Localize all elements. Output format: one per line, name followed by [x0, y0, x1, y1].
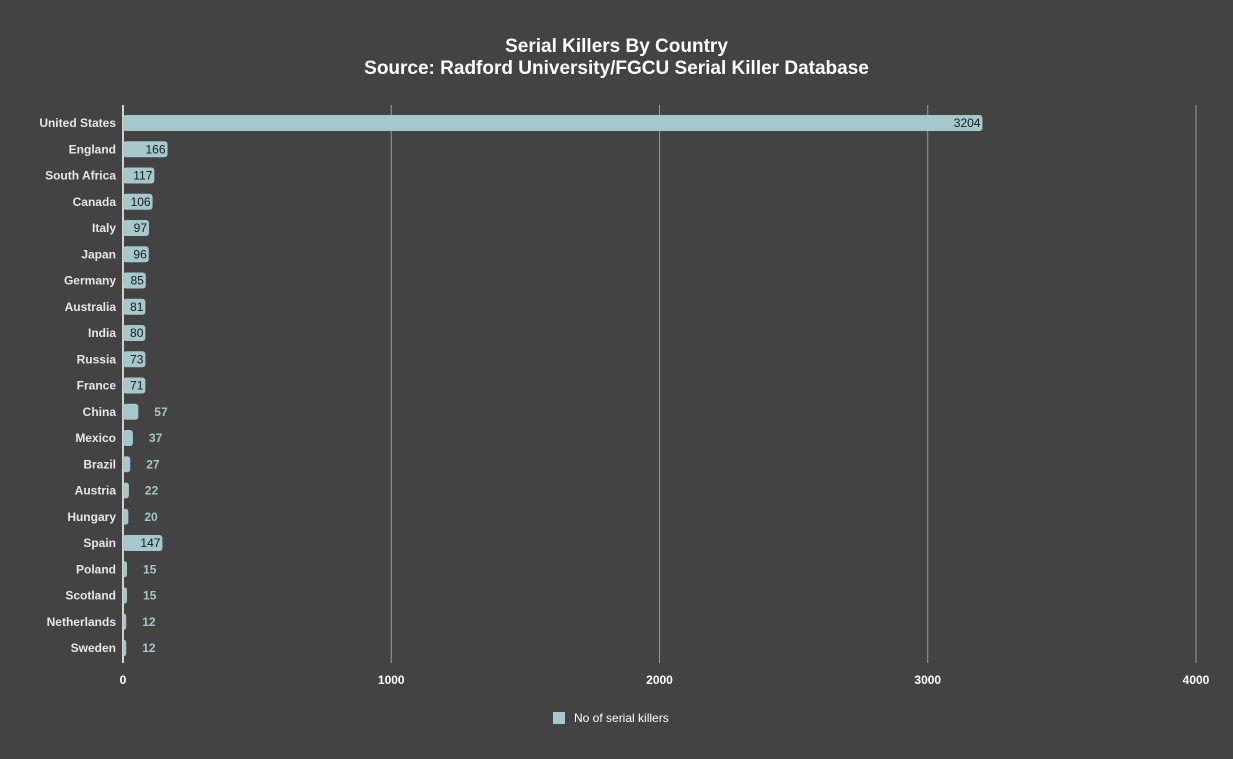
x-tick-label: 0	[120, 673, 127, 687]
chart-title: Serial Killers By Country	[505, 36, 728, 57]
data-label: 73	[130, 352, 144, 366]
data-label: 147	[140, 536, 160, 550]
category-label: Scotland	[65, 589, 116, 603]
bar	[123, 587, 128, 604]
bar	[123, 403, 139, 420]
category-label: India	[88, 326, 116, 340]
category-label: China	[83, 405, 117, 419]
category-label: Australia	[65, 300, 117, 314]
bar	[123, 430, 133, 446]
chart-subtitle: Source: Radford University/FGCU Serial K…	[364, 58, 869, 79]
data-label: 106	[131, 195, 151, 209]
category-label: Hungary	[67, 510, 116, 524]
bar	[123, 613, 127, 630]
category-label: England	[69, 142, 116, 156]
x-tick-label: 3000	[914, 673, 941, 687]
bar	[123, 456, 131, 473]
data-label: 3204	[954, 116, 981, 130]
data-label: 37	[149, 431, 163, 445]
data-label: 15	[143, 589, 157, 603]
data-label: 96	[133, 247, 147, 261]
category-label: Brazil	[83, 457, 116, 471]
data-label: 117	[133, 169, 152, 183]
category-label: Canada	[73, 195, 117, 209]
bar	[123, 325, 146, 341]
category-label: Austria	[75, 484, 117, 498]
data-label: 81	[130, 300, 144, 314]
bar	[123, 193, 153, 210]
x-tick-label: 2000	[646, 673, 673, 687]
bar	[123, 377, 146, 394]
bar	[123, 167, 155, 184]
legend-swatch	[553, 712, 565, 724]
bar	[123, 482, 129, 499]
legend: No of serial killers	[553, 711, 669, 725]
data-label: 22	[145, 484, 159, 498]
data-label: 97	[134, 221, 148, 235]
data-label: 27	[146, 457, 160, 471]
category-label: Russia	[77, 352, 117, 366]
category-label: Italy	[92, 221, 116, 235]
data-label: 15	[143, 562, 157, 576]
bar	[123, 115, 983, 131]
x-tick-label: 1000	[378, 673, 405, 687]
category-label: Netherlands	[47, 615, 117, 629]
legend-label: No of serial killers	[574, 711, 669, 725]
bar	[123, 561, 128, 578]
bar	[123, 220, 150, 236]
data-label: 166	[145, 142, 165, 156]
bar	[123, 535, 163, 551]
category-label: Mexico	[75, 431, 116, 445]
data-label: 12	[142, 615, 156, 629]
data-label: 80	[130, 326, 144, 340]
x-tick-label: 4000	[1183, 673, 1210, 687]
bar	[123, 141, 168, 158]
bar	[123, 351, 146, 368]
bar	[123, 508, 129, 525]
data-label: 12	[142, 641, 156, 655]
category-label: United States	[39, 116, 116, 130]
category-label: South Africa	[45, 169, 116, 183]
bar	[123, 640, 127, 656]
category-label: France	[77, 379, 117, 393]
data-label: 20	[144, 510, 158, 524]
data-label: 85	[130, 274, 144, 288]
bar	[123, 246, 149, 263]
category-label: Japan	[81, 247, 116, 261]
category-label: Germany	[64, 274, 116, 288]
bar	[123, 298, 146, 315]
category-label: Spain	[83, 536, 116, 550]
bar	[123, 272, 146, 289]
data-label: 57	[154, 405, 168, 419]
category-label: Poland	[76, 562, 116, 576]
category-label: Sweden	[71, 641, 116, 655]
data-label: 71	[130, 379, 144, 393]
